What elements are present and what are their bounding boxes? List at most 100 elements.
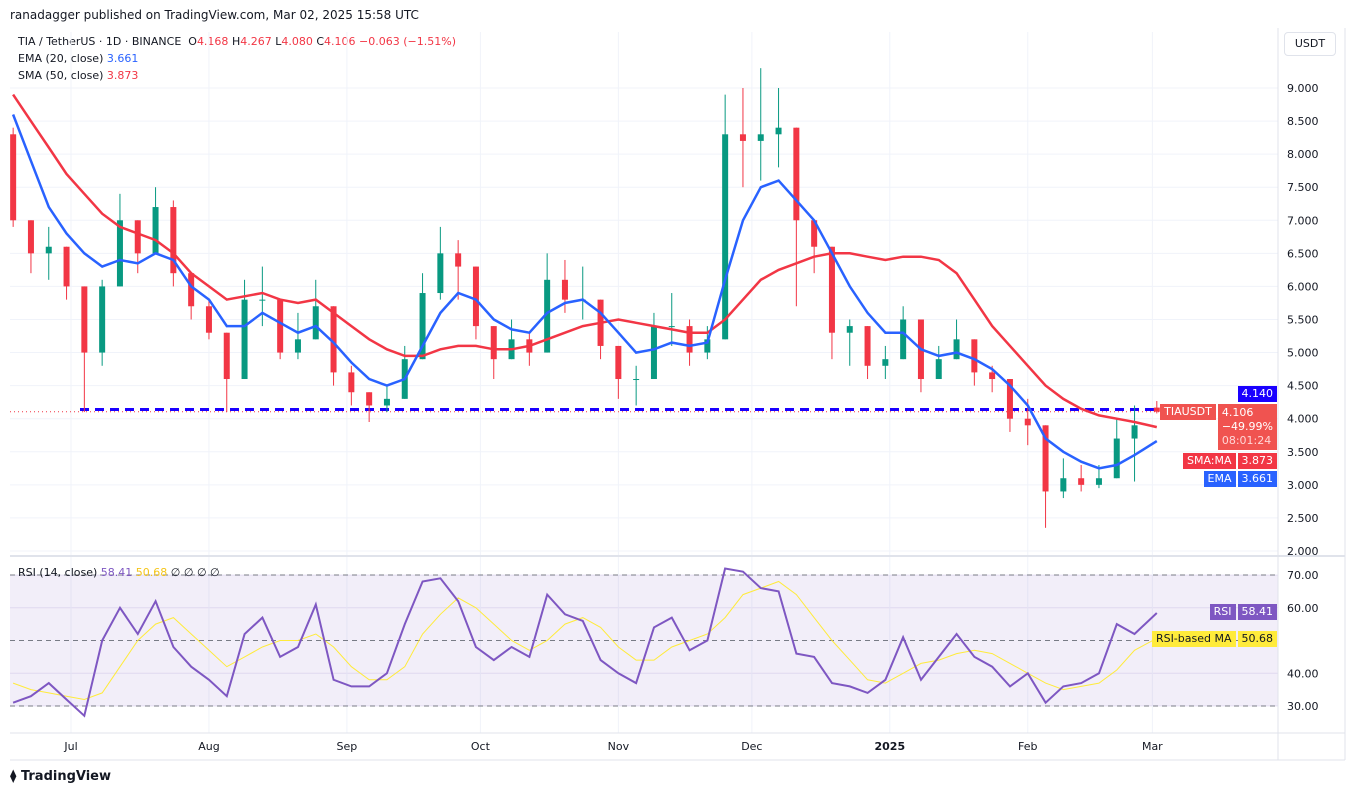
price-tick: 8.500 <box>1287 115 1319 128</box>
rsi-legend[interactable]: RSI (14, close) 58.41 50.68 ∅ ∅ ∅ ∅ <box>18 566 220 579</box>
candle-body <box>561 279 568 300</box>
candle-body <box>472 266 479 327</box>
candle-body <box>971 339 978 373</box>
candle <box>633 365 640 406</box>
candle-body <box>544 279 551 353</box>
currency-selector[interactable]: USDT <box>1284 32 1336 56</box>
candle <box>134 220 141 274</box>
candle-body <box>828 246 835 333</box>
candle-body <box>45 246 52 254</box>
candle-body <box>116 220 123 287</box>
candle <box>1131 405 1138 482</box>
candle <box>971 339 978 386</box>
rsi-ma-value: 50.68 <box>135 566 168 579</box>
time-tick: Sep <box>337 740 358 753</box>
candle <box>312 279 319 340</box>
candle-body <box>27 220 34 254</box>
rsi-badge-row: RSI 58.41 <box>1209 604 1277 620</box>
last-price: 4.106 <box>1221 406 1254 419</box>
price-tick: 9.000 <box>1287 82 1319 95</box>
candle <box>1078 464 1085 492</box>
candle-body <box>935 359 942 380</box>
candle <box>455 240 462 300</box>
candle-body <box>188 273 195 307</box>
symbol-legend: TIA / TetherUS · 1D · BINANCE O4.168 H4.… <box>18 35 456 48</box>
candle <box>811 220 818 274</box>
close-label: C <box>316 35 325 48</box>
symbol-tag: TIAUSDT <box>1160 404 1216 420</box>
price-tick: 2.500 <box>1287 512 1319 525</box>
candle-body <box>615 345 622 380</box>
candle-body <box>259 299 266 301</box>
candle-body <box>348 372 355 393</box>
candle <box>597 299 604 360</box>
rsi-tick: 60.00 <box>1287 602 1319 615</box>
candle-body <box>63 246 70 287</box>
candle-body <box>294 339 301 353</box>
candle-body <box>864 326 871 366</box>
candle <box>188 273 195 320</box>
candle <box>259 266 266 327</box>
tradingview-logo[interactable]: ⧫ TradingView <box>10 769 111 784</box>
candle <box>10 127 17 227</box>
bar-countdown: 08:01:24 <box>1221 434 1272 447</box>
time-tick: Oct <box>471 740 491 753</box>
candle-body <box>650 326 657 380</box>
high-value: 4.267 <box>240 35 272 48</box>
candle-body <box>811 220 818 247</box>
rsi-ma-badge-row: RSI-based MA 50.68 <box>1151 631 1277 647</box>
candle <box>828 246 835 360</box>
sma-legend[interactable]: SMA (50, close) 3.873 <box>18 69 138 82</box>
candle-body <box>205 306 212 333</box>
symbol-title[interactable]: TIA / TetherUS · 1D · BINANCE <box>18 35 182 48</box>
price-tick: 5.500 <box>1287 313 1319 326</box>
candle-body <box>1113 438 1120 479</box>
ema-value: 3.661 <box>106 52 139 65</box>
candle <box>170 200 177 287</box>
candle-body <box>134 220 141 254</box>
candle-body <box>1153 407 1160 412</box>
candle-body <box>366 392 373 406</box>
candle-body <box>668 326 675 328</box>
candle <box>472 266 479 340</box>
rsi-extra-values: ∅ ∅ ∅ ∅ <box>170 566 220 579</box>
candle <box>277 299 284 360</box>
last-price-pct: −49.99% <box>1221 420 1273 433</box>
candle-body <box>490 326 497 360</box>
candle-body <box>900 319 907 360</box>
candle <box>775 88 782 168</box>
candle-body <box>99 286 106 353</box>
level-badge-row: 4.140 <box>1237 386 1277 402</box>
ema-legend[interactable]: EMA (20, close) 3.661 <box>18 52 138 65</box>
candle <box>650 312 657 380</box>
change-value: −0.063 (−1.51%) <box>359 35 456 48</box>
price-tick: 6.000 <box>1287 280 1319 293</box>
rsi-tick: 40.00 <box>1287 667 1319 680</box>
sma-value: 3.873 <box>106 69 139 82</box>
candle <box>437 226 444 300</box>
price-tick: 5.000 <box>1287 347 1319 360</box>
candle-body <box>330 306 337 373</box>
sma-line <box>12 93 1158 429</box>
time-tick: 2025 <box>874 740 905 753</box>
high-label: H <box>231 35 241 48</box>
candle <box>615 345 622 399</box>
candle <box>330 306 337 386</box>
price-tick: 7.500 <box>1287 181 1319 194</box>
candle-body <box>312 306 319 340</box>
time-tick: Dec <box>741 740 762 753</box>
time-tick: Jul <box>63 740 77 753</box>
candles <box>10 68 1160 528</box>
candle <box>864 326 871 380</box>
time-tick: Nov <box>608 740 630 753</box>
rsi-tick: 30.00 <box>1287 700 1319 713</box>
price-tick: 4.500 <box>1287 380 1319 393</box>
candle-body <box>704 339 711 353</box>
close-value: 4.106 <box>324 35 356 48</box>
candle <box>1042 425 1049 528</box>
candle <box>383 385 390 413</box>
candle-body <box>739 134 746 141</box>
candle <box>99 279 106 366</box>
